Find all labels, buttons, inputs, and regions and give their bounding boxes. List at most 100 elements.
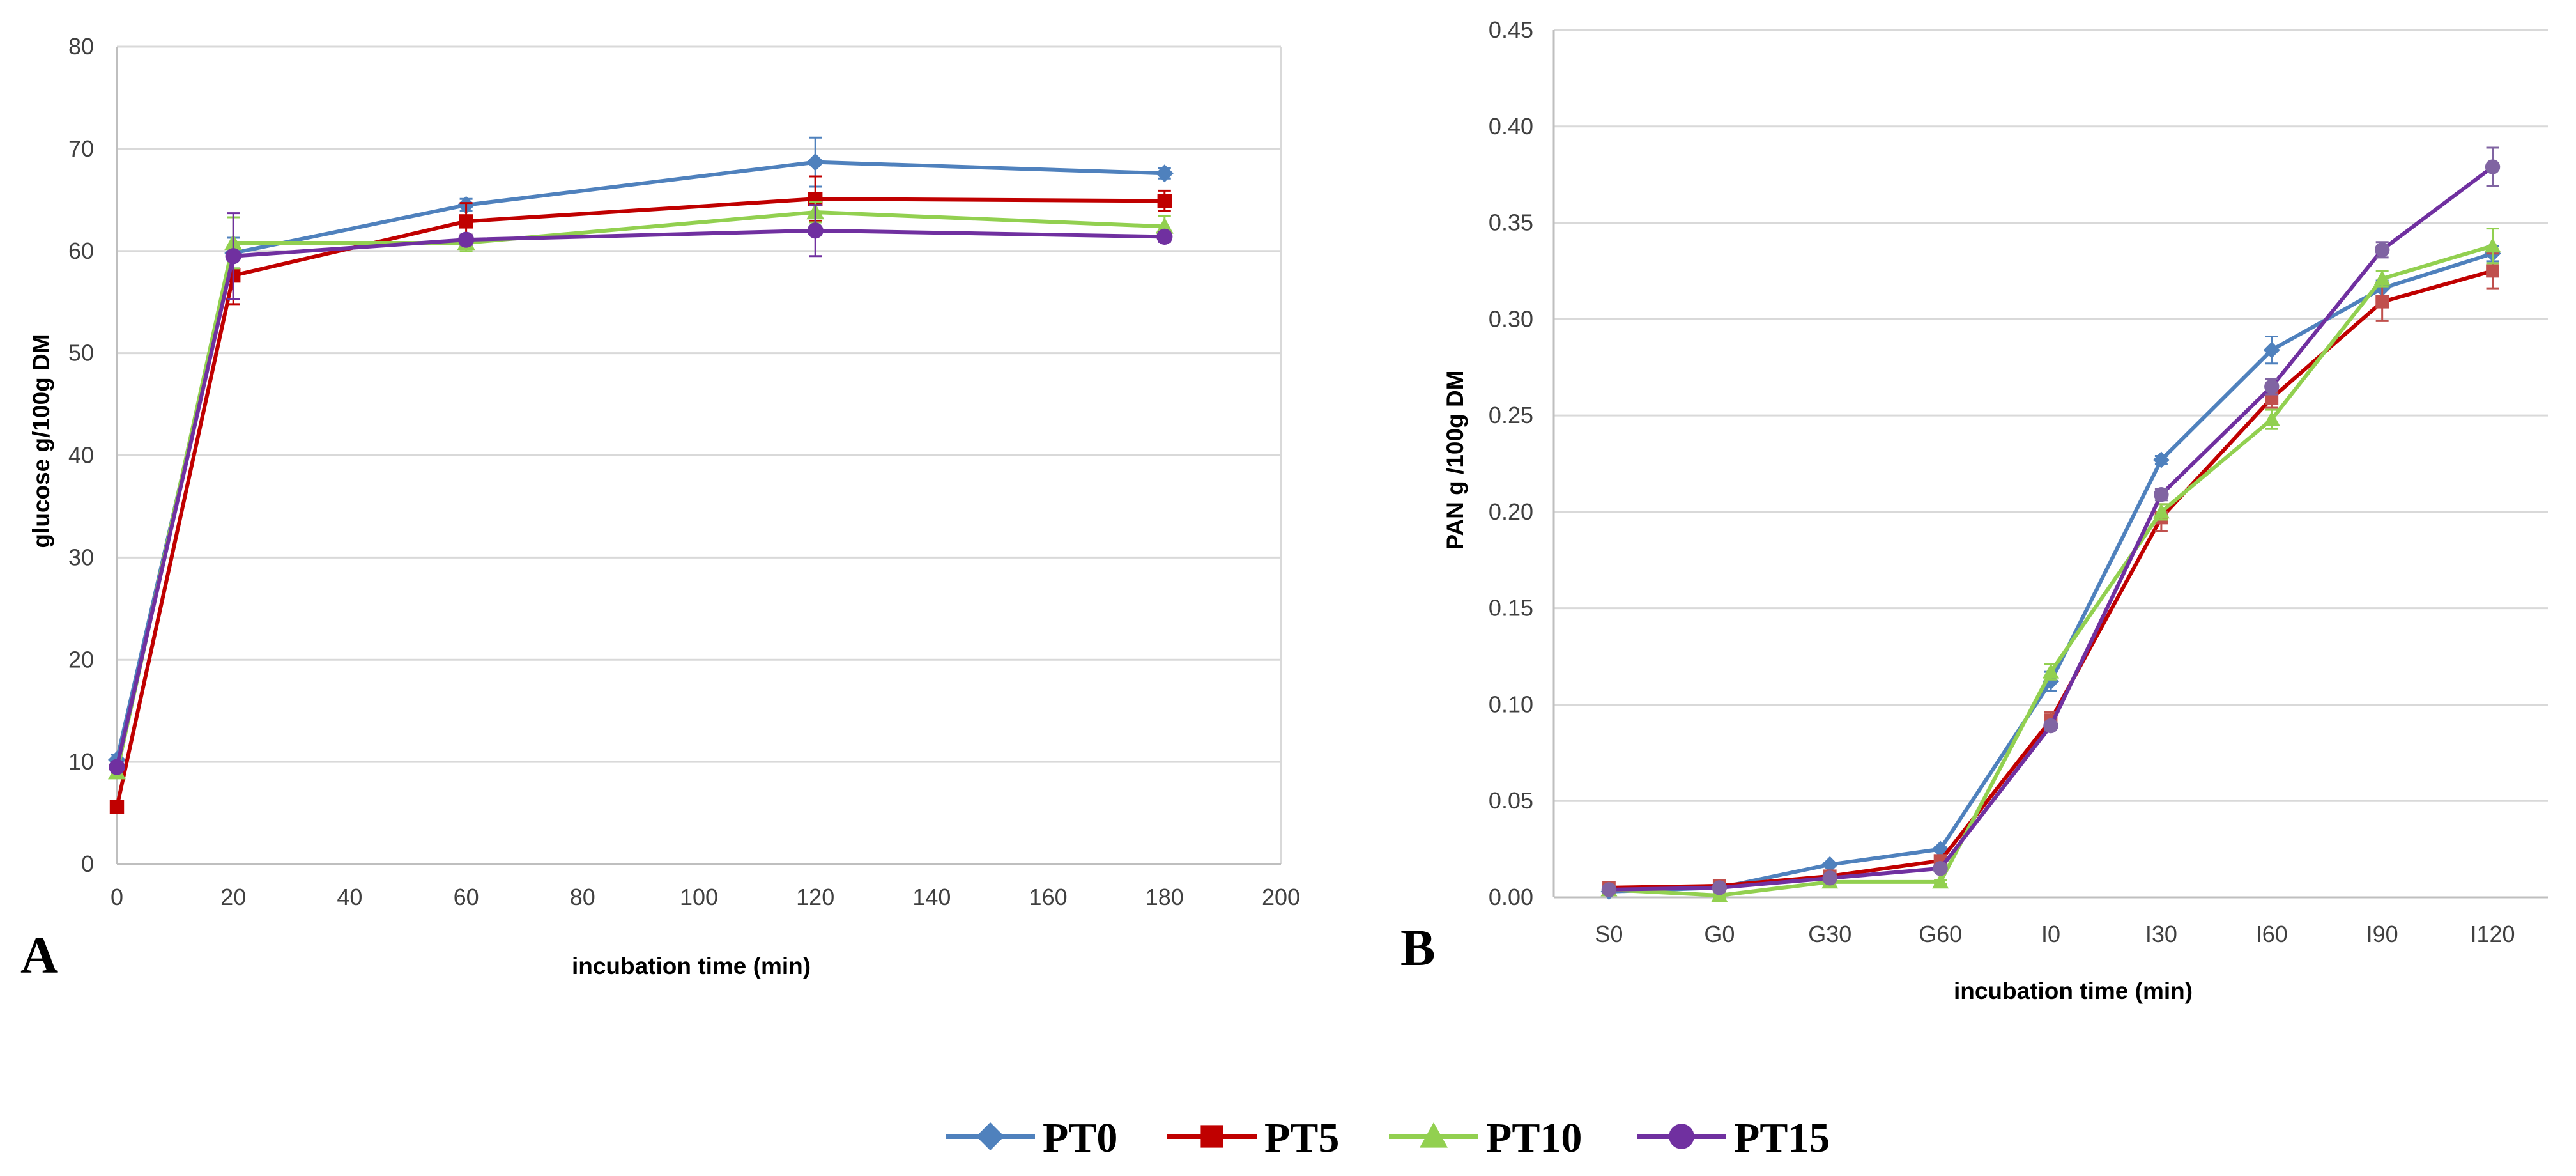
panel-a-tick-labels: 0 10 20 30 40 50 60 70 80 0 20 40 60 80 100 120 140 160 18… (68, 33, 1300, 910)
panel-a-y-tick-label: 80 (68, 33, 94, 59)
panel-b-x-tick-label: G0 (1704, 921, 1735, 947)
panel-b-y-tick-label: 0.35 (1489, 210, 1533, 236)
panel-b-point-pt15 (2374, 242, 2390, 258)
panel-a-series-pt15 (109, 204, 1173, 775)
panel-a-x-tick-label: 200 (1262, 884, 1300, 910)
panel-a-y-tick-label: 40 (68, 442, 94, 468)
panel-a-x-tick-label: 60 (454, 884, 479, 910)
panel-b-point-pt10 (2043, 663, 2059, 679)
panel-b-point-pt0 (2263, 341, 2280, 359)
panel-a-y-tick-label: 0 (81, 851, 94, 877)
legend-label: PT10 (1486, 1115, 1582, 1161)
legend-label: PT0 (1043, 1115, 1117, 1161)
legend-marker-triangle (1420, 1122, 1448, 1148)
panel-b-y-tick-label: 0.30 (1489, 306, 1533, 332)
panel-b-y-tick-label: 0.45 (1489, 17, 1533, 43)
panel-a-point-pt15 (1156, 228, 1173, 245)
legend-item-pt5: PT5 (1167, 1115, 1339, 1161)
panel-a-series (108, 136, 1174, 814)
panel-a-chart: 0 10 20 30 40 50 60 70 80 0 20 40 60 80 100 120 140 160 18… (20, 33, 1300, 984)
panel-a-point-pt0 (1155, 164, 1174, 183)
panel-b-x-axis-title: incubation time (min) (1954, 978, 2193, 1004)
panel-b-y-tick-label: 0.00 (1489, 884, 1533, 910)
panel-b-point-pt0 (2152, 451, 2170, 468)
panel-b-y-tick-label: 0.15 (1489, 595, 1533, 621)
panel-b-point-pt0 (1821, 856, 1839, 873)
panel-b-x-tick-label: I60 (2256, 921, 2288, 947)
panel-b-y-tick-label: 0.10 (1489, 691, 1533, 717)
panel-b-x-tick-label: I30 (2145, 921, 2177, 947)
panel-b-y-tick-label: 0.05 (1489, 787, 1533, 814)
panel-b-point-pt15 (2043, 718, 2058, 734)
legend-label: PT15 (1734, 1115, 1830, 1161)
panel-b-point-pt15 (1712, 880, 1728, 895)
panel-b-y-tick-label: 0.20 (1489, 499, 1533, 525)
panel-a-point-pt5 (459, 214, 473, 229)
panel-a-y-axis-title: glucose g/100g DM (28, 334, 54, 548)
legend-marker-diamond (976, 1122, 1004, 1150)
panel-a-y-tick-label: 30 (68, 544, 94, 570)
legend-label: PT5 (1264, 1115, 1339, 1161)
panel-b-point-pt15 (1601, 882, 1617, 897)
panel-b-point-pt5 (2486, 264, 2499, 278)
panel-b-point-pt15 (1933, 861, 1948, 876)
panel-b-point-pt15 (2264, 379, 2280, 394)
panel-a-x-axis-title: incubation time (min) (572, 953, 811, 979)
panel-a-x-tick-label: 100 (680, 884, 718, 910)
panel-a-y-tick-label: 10 (68, 748, 94, 775)
panel-a-x-tick-label: 0 (111, 884, 123, 910)
panel-a-point-pt15 (807, 222, 824, 239)
panel-b-tick-labels: 0.00 0.05 0.10 0.15 0.20 0.25 0.30 0.35 0.40 0.45… (1489, 17, 2515, 947)
panel-b-point-pt10 (2152, 503, 2170, 519)
panel-a-x-tick-label: 140 (912, 884, 951, 910)
panel-b-x-tick-label: I0 (2041, 921, 2060, 947)
panel-b-point-pt10 (2373, 270, 2391, 286)
panel-b-point-pt15 (2154, 487, 2169, 502)
panel-b-point-pt10 (2484, 237, 2501, 253)
panel-b-point-pt10 (1932, 873, 1949, 889)
panel-a-x-tick-label: 120 (796, 884, 834, 910)
panel-a-y-tick-label: 50 (68, 340, 94, 366)
panel-b-x-tick-label: G60 (1919, 921, 1962, 947)
panel-b-x-tick-label: G30 (1808, 921, 1851, 947)
panel-b-point-pt15 (2485, 159, 2501, 174)
panel-a-point-pt15 (109, 759, 125, 775)
panel-a-axes (116, 47, 1281, 865)
panel-b-y-axis-title: PAN g /100g DM (1442, 371, 1468, 550)
panel-a-x-tick-label: 20 (220, 884, 246, 910)
panel-b-point-pt5 (2375, 295, 2389, 309)
legend-item-pt10: PT10 (1389, 1115, 1582, 1161)
panel-a-gridlines (117, 45, 1282, 864)
panel-b-x-tick-label: I120 (2471, 921, 2515, 947)
panel-a-point-pt0 (806, 153, 825, 171)
panel-a-x-tick-label: 80 (570, 884, 595, 910)
panel-a-y-tick-label: 70 (68, 135, 94, 162)
panel-b-point-pt15 (1822, 870, 1837, 886)
legend-marker-circle (1669, 1124, 1694, 1149)
legend-item-pt15: PT15 (1637, 1115, 1830, 1161)
legend-marker-square (1200, 1125, 1223, 1148)
panel-b-label: B (1400, 918, 1436, 977)
panel-a-x-tick-label: 180 (1146, 884, 1184, 910)
panel-b-x-tick-label: I90 (2366, 921, 2398, 947)
panel-a-x-tick-label: 40 (337, 884, 362, 910)
panel-b-point-pt10 (2263, 411, 2280, 426)
legend: PT0 PT5 PT10 PT15 (946, 1115, 1830, 1161)
panel-b-y-tick-label: 0.40 (1489, 113, 1533, 139)
panel-a-point-pt10 (1155, 217, 1174, 234)
panel-b-x-tick-label: S0 (1595, 921, 1623, 947)
panel-a-y-tick-label: 20 (68, 646, 94, 672)
panel-a-point-pt15 (225, 248, 241, 265)
panel-a-point-pt5 (1157, 194, 1172, 208)
panel-b-series (1600, 146, 2501, 902)
panel-a-y-tick-label: 60 (68, 238, 94, 264)
panel-a-point-pt5 (109, 800, 125, 814)
panel-a-label: A (20, 926, 58, 984)
panel-a-x-tick-label: 160 (1029, 884, 1068, 910)
panel-b-y-tick-label: 0.25 (1489, 402, 1533, 428)
legend-item-pt0: PT0 (946, 1115, 1117, 1161)
panel-a-point-pt15 (458, 231, 475, 248)
panel-b-chart: 0.00 0.05 0.10 0.15 0.20 0.25 0.30 0.35 0.40 0.45… (1400, 17, 2548, 1004)
